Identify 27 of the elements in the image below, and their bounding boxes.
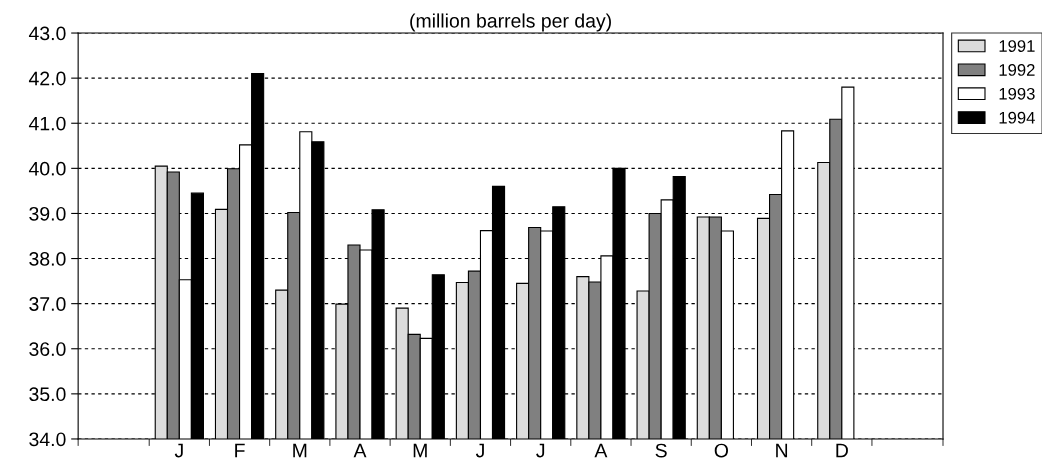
x-tick-label: A [594,443,608,458]
y-tick-label: 34.0 [29,432,66,447]
y-tick-label: 37.0 [29,297,66,311]
legend-label: 1994 [999,111,1035,124]
y-tick-label: 42.0 [28,71,66,86]
x-tick-label: A [353,443,367,458]
y-tick-label: 41.0 [28,116,66,131]
x-tick-label: J [174,443,183,458]
legend-label: 1993 [999,87,1035,100]
x-tick-label: F [235,443,245,458]
x-tick-label: J [536,443,545,458]
x-tick-label: O [714,443,729,458]
chart-title: (million barrels per day) [410,13,611,32]
y-tick-label: 38.0 [29,252,66,266]
y-tick-label: 40.0 [28,161,66,176]
y-tick-label: 43.0 [28,26,66,41]
legend-label: 1992 [999,64,1035,76]
y-tick-label: 36.0 [29,342,66,356]
x-tick-label: S [655,443,667,458]
x-tick-label: M [413,443,427,458]
x-tick-label: J [475,443,484,458]
y-tick-label: 35.0 [29,387,66,402]
x-tick-label: M [293,443,307,458]
x-tick-label: D [836,443,848,458]
x-tick-label: N [776,443,788,458]
legend-label: 1991 [999,40,1035,52]
y-tick-label: 39.0 [29,206,66,221]
